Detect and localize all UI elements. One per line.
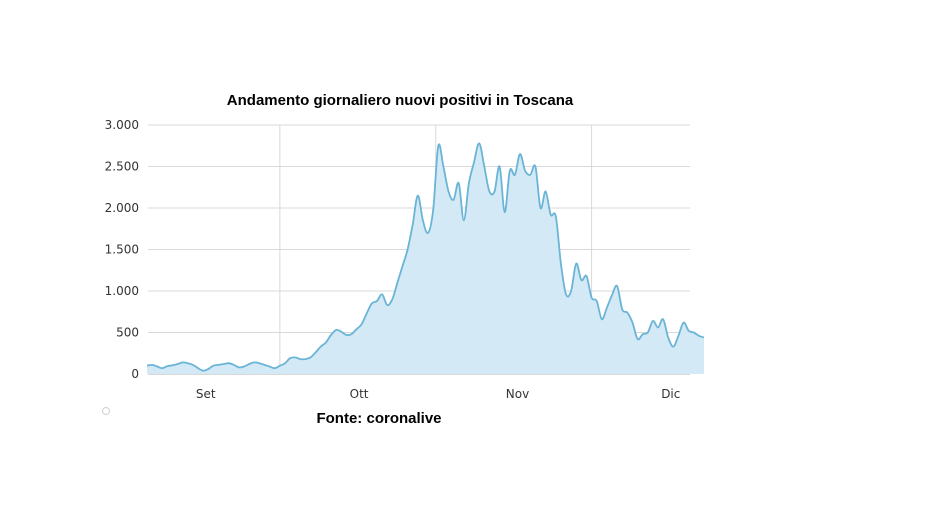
series-line	[146, 142, 705, 372]
x-tick-label: Nov	[506, 387, 529, 401]
x-tick-label: Set	[196, 387, 216, 401]
y-tick-label: 500	[116, 326, 139, 340]
y-tick-label: 3.000	[105, 118, 139, 132]
source-note: Fonte: coronalive	[316, 410, 441, 427]
x-tick-label: Ott	[350, 387, 369, 401]
y-tick-label: 1.500	[105, 243, 139, 257]
loading-dot-icon	[102, 407, 110, 415]
y-tick-label: 0	[131, 367, 139, 381]
series-group	[146, 142, 705, 374]
chart-title: Andamento giornaliero nuovi positivi in …	[227, 92, 574, 109]
y-tick-label: 1.000	[105, 284, 139, 298]
y-axis: 0 500 1.000 1.500 2.000 2.500 3.000	[105, 118, 139, 381]
y-tick-label: 2.500	[105, 160, 139, 174]
x-axis: Set Ott Nov Dic	[196, 387, 680, 401]
x-tick-label: Dic	[661, 387, 680, 401]
series-area	[147, 143, 704, 374]
y-tick-label: 2.000	[105, 201, 139, 215]
